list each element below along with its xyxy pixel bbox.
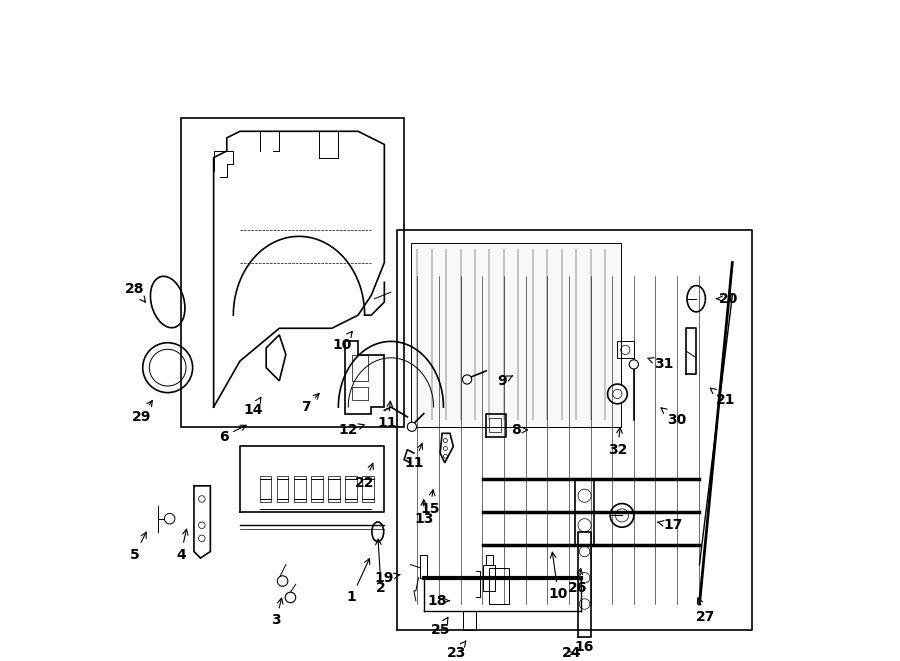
Bar: [310, 476, 322, 502]
Bar: [259, 476, 272, 502]
Bar: [328, 476, 339, 502]
Bar: [276, 476, 289, 502]
Circle shape: [277, 576, 288, 586]
Text: 10: 10: [332, 331, 352, 352]
Bar: [362, 476, 374, 502]
Text: 30: 30: [662, 408, 686, 427]
Text: 27: 27: [697, 598, 716, 624]
Text: 11: 11: [404, 444, 424, 470]
Bar: [490, 568, 509, 604]
Text: 16: 16: [575, 640, 594, 654]
Text: 15: 15: [420, 490, 440, 516]
Text: 26: 26: [568, 568, 588, 595]
Circle shape: [165, 514, 175, 524]
Bar: [352, 387, 368, 401]
Text: 20: 20: [716, 292, 739, 306]
Text: 32: 32: [608, 428, 627, 457]
Bar: [482, 564, 495, 591]
Text: 10: 10: [549, 552, 568, 601]
Circle shape: [408, 422, 417, 432]
Text: 7: 7: [301, 393, 320, 414]
Text: 13: 13: [414, 500, 434, 525]
Polygon shape: [440, 434, 454, 463]
Bar: [345, 476, 356, 502]
Text: 23: 23: [447, 641, 466, 660]
Circle shape: [285, 592, 296, 603]
Text: 22: 22: [355, 463, 374, 490]
Bar: [410, 243, 621, 427]
Text: 5: 5: [130, 532, 146, 562]
Bar: [490, 418, 501, 432]
Text: 14: 14: [243, 397, 263, 417]
Text: 8: 8: [511, 423, 527, 437]
Text: 1: 1: [346, 559, 370, 604]
Text: 2: 2: [375, 539, 386, 595]
Text: 3: 3: [271, 598, 283, 627]
Circle shape: [463, 375, 472, 384]
Bar: [293, 476, 306, 502]
Polygon shape: [194, 486, 211, 558]
Circle shape: [610, 504, 634, 527]
Text: 6: 6: [219, 425, 247, 444]
Polygon shape: [345, 341, 384, 414]
Text: 21: 21: [710, 388, 735, 407]
Text: 4: 4: [176, 529, 188, 562]
Text: 28: 28: [125, 282, 146, 302]
Text: 11: 11: [378, 401, 398, 430]
Text: 29: 29: [131, 401, 152, 424]
Text: 18: 18: [428, 594, 449, 607]
Text: 12: 12: [338, 423, 364, 437]
Text: 19: 19: [374, 570, 400, 585]
Circle shape: [629, 360, 638, 369]
Text: 24: 24: [562, 646, 581, 660]
Circle shape: [608, 384, 627, 404]
Polygon shape: [266, 335, 286, 381]
Text: 17: 17: [658, 518, 683, 532]
Text: 25: 25: [430, 617, 450, 637]
Text: 9: 9: [498, 374, 513, 388]
Text: 31: 31: [648, 358, 673, 371]
Bar: [352, 354, 368, 381]
